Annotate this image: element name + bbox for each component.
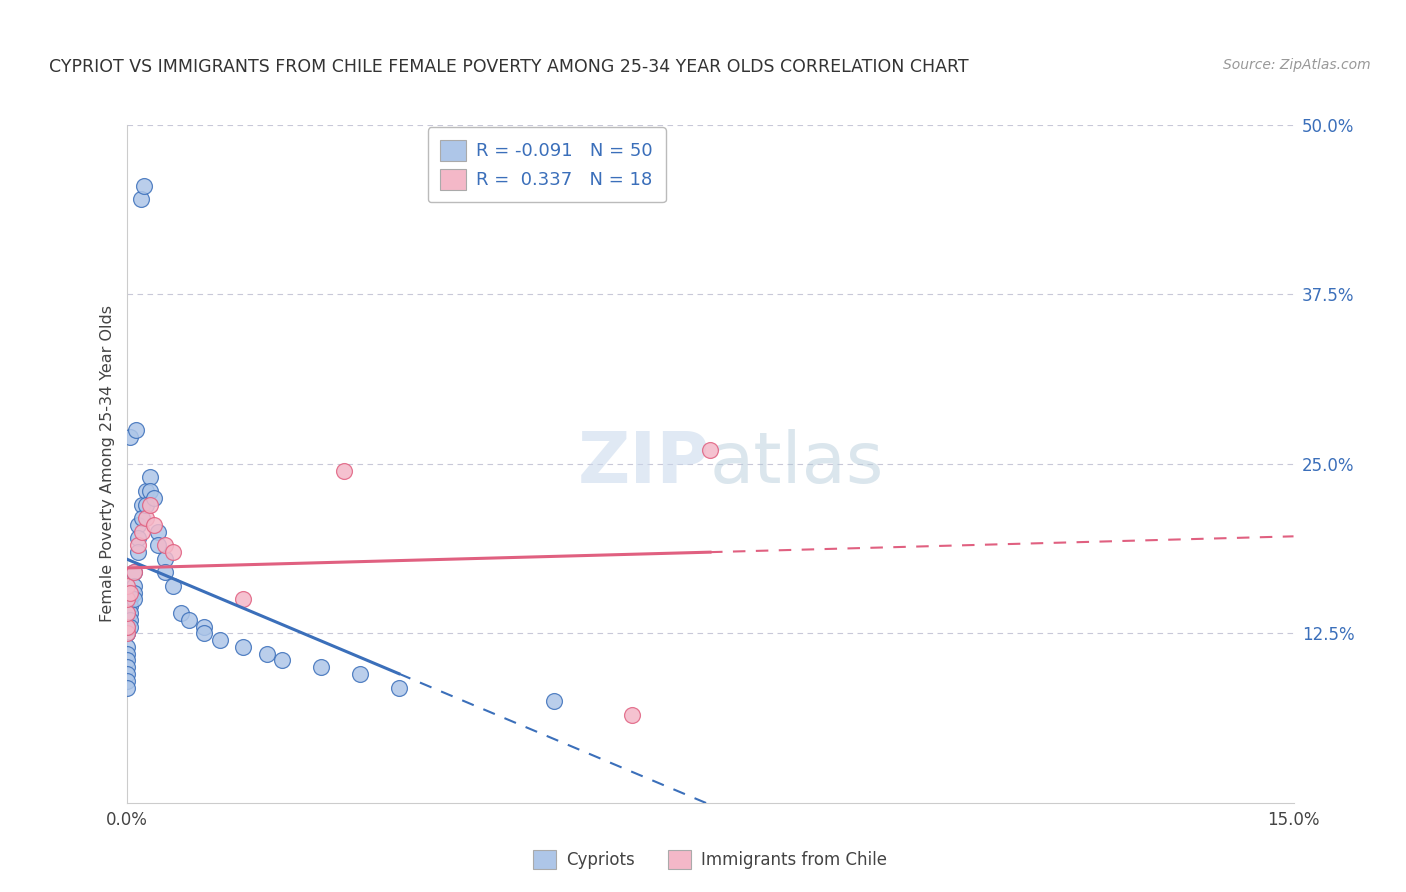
Point <box>127 538 149 552</box>
Point <box>115 653 138 667</box>
Point <box>127 517 149 532</box>
Point <box>124 585 146 599</box>
Point <box>120 430 142 444</box>
Point <box>125 423 148 437</box>
Point <box>115 592 138 607</box>
Point <box>256 647 278 661</box>
Point <box>124 579 146 593</box>
Point <box>139 498 162 512</box>
Text: atlas: atlas <box>710 429 884 499</box>
Text: ZIP: ZIP <box>578 429 710 499</box>
Point <box>193 619 215 633</box>
Point <box>124 566 146 580</box>
Point <box>120 619 142 633</box>
Legend: Cypriots, Immigrants from Chile: Cypriots, Immigrants from Chile <box>526 843 894 876</box>
Point <box>155 566 177 580</box>
Point <box>115 626 138 640</box>
Point <box>333 464 356 478</box>
Point <box>139 483 162 498</box>
Point <box>232 592 254 607</box>
Point <box>115 626 138 640</box>
Point <box>115 681 138 695</box>
Point <box>120 599 142 614</box>
Point <box>142 491 165 505</box>
Point <box>115 619 138 633</box>
Point <box>120 613 142 627</box>
Point <box>162 579 184 593</box>
Point <box>232 640 254 654</box>
Point <box>115 626 138 640</box>
Point <box>115 606 138 620</box>
Point <box>120 585 142 599</box>
Point <box>115 660 138 674</box>
Point <box>271 653 294 667</box>
Point <box>170 606 193 620</box>
Point <box>124 566 146 580</box>
Point <box>131 524 153 539</box>
Point <box>135 498 157 512</box>
Point <box>621 707 644 722</box>
Y-axis label: Female Poverty Among 25-34 Year Olds: Female Poverty Among 25-34 Year Olds <box>100 305 115 623</box>
Point <box>135 483 157 498</box>
Point <box>193 626 215 640</box>
Point <box>388 681 411 695</box>
Point <box>115 647 138 661</box>
Point <box>131 511 153 525</box>
Point <box>208 633 231 648</box>
Point <box>155 551 177 566</box>
Text: CYPRIOT VS IMMIGRANTS FROM CHILE FEMALE POVERTY AMONG 25-34 YEAR OLDS CORRELATIO: CYPRIOT VS IMMIGRANTS FROM CHILE FEMALE … <box>49 58 969 76</box>
Point <box>124 592 146 607</box>
Point <box>120 606 142 620</box>
Point <box>115 673 138 688</box>
Point <box>139 470 162 484</box>
Text: Source: ZipAtlas.com: Source: ZipAtlas.com <box>1223 58 1371 72</box>
Point <box>146 538 169 552</box>
Point <box>146 524 169 539</box>
Point <box>115 579 138 593</box>
Point <box>115 619 138 633</box>
Point <box>135 511 157 525</box>
Point <box>349 667 371 681</box>
Point <box>699 443 721 458</box>
Point <box>127 532 149 546</box>
Point <box>115 667 138 681</box>
Point <box>155 538 177 552</box>
Point <box>142 517 165 532</box>
Point <box>309 660 332 674</box>
Point <box>177 613 200 627</box>
Point <box>162 545 184 559</box>
Point <box>115 640 138 654</box>
Point <box>132 178 155 193</box>
Point <box>127 545 149 559</box>
Point <box>131 498 153 512</box>
Point <box>129 193 152 207</box>
Point <box>543 694 565 708</box>
Point <box>120 592 142 607</box>
